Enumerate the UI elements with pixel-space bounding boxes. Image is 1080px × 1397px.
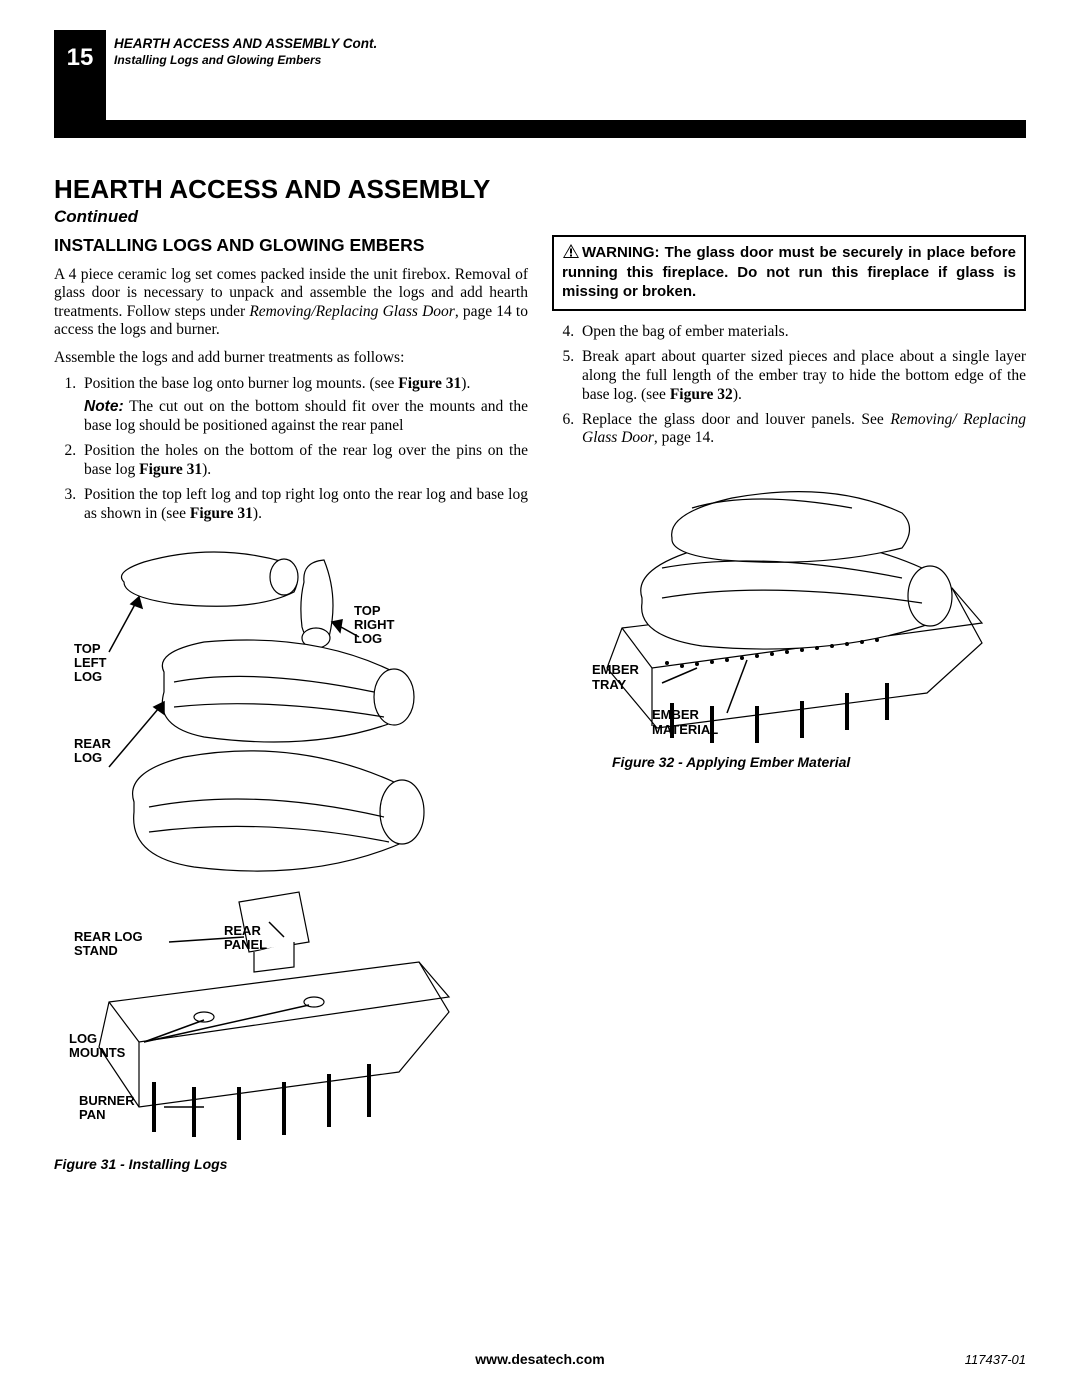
warning-text: WARNING: The glass door must be securely… <box>562 244 1016 300</box>
step1-a: Position the base log onto burner log mo… <box>84 375 398 392</box>
page-title: HEARTH ACCESS AND ASSEMBLY <box>54 174 1026 205</box>
intro-ital: Removing/Replacing Glass Door <box>249 303 455 320</box>
left-column: INSTALLING LOGS AND GLOWING EMBERS A 4 p… <box>54 235 528 1182</box>
label-rear-panel: REAR PANEL <box>224 924 267 953</box>
page-header: 15 HEARTH ACCESS AND ASSEMBLY Cont. Inst… <box>54 30 1026 120</box>
step-6: Replace the glass door and louver panels… <box>578 411 1026 449</box>
header-line1: HEARTH ACCESS AND ASSEMBLY Cont. <box>114 36 377 51</box>
figure-32: EMBER TRAY EMBER MATERIAL Figure 32 - Ap… <box>552 468 1026 788</box>
page-number-box: 15 <box>54 30 106 120</box>
step3-a: Position the top left log and top right … <box>84 486 528 522</box>
step5-fig: Figure 32 <box>670 386 733 403</box>
step5-c: ). <box>733 386 742 403</box>
label-top-right-log: TOP RIGHT LOG <box>354 604 394 647</box>
label-burner-pan: BURNER PAN <box>79 1094 135 1123</box>
warning-icon <box>562 243 580 264</box>
label-rear-log-stand: REAR LOG STAND <box>74 930 143 959</box>
figure-32-caption: Figure 32 - Applying Ember Material <box>612 754 850 770</box>
figure-31-caption: Figure 31 - Installing Logs <box>54 1156 227 1172</box>
step6-a: Replace the glass door and louver panels… <box>582 411 890 428</box>
header-titles: HEARTH ACCESS AND ASSEMBLY Cont. Install… <box>114 30 377 67</box>
header-black-bar <box>54 120 1026 138</box>
intro-paragraph: A 4 piece ceramic log set comes packed i… <box>54 266 528 339</box>
step3-fig: Figure 31 <box>190 505 253 522</box>
step-1: Position the base log onto burner log mo… <box>80 375 528 436</box>
step-4: Open the bag of ember materials. <box>578 323 1026 342</box>
note-text: The cut out on the bottom should fit ove… <box>84 398 528 434</box>
right-steps: Open the bag of ember materials. Break a… <box>578 323 1026 448</box>
step3-c: ). <box>253 505 262 522</box>
left-steps: Position the base log onto burner log mo… <box>80 375 528 523</box>
right-column: WARNING: The glass door must be securely… <box>552 235 1026 1182</box>
label-ember-material: EMBER MATERIAL <box>652 708 718 737</box>
step1-c: ). <box>461 375 470 392</box>
note-label: Note: <box>84 398 124 415</box>
step-2: Position the holes on the bottom of the … <box>80 442 528 480</box>
page-footer: www.desatech.com 117437-01 <box>54 1352 1026 1367</box>
step-5: Break apart about quarter sized pieces a… <box>578 348 1026 405</box>
label-log-mounts: LOG MOUNTS <box>69 1032 125 1061</box>
label-ember-tray: EMBER TRAY <box>592 663 639 692</box>
label-rear-log: REAR LOG <box>74 737 111 766</box>
step2-c: ). <box>202 461 211 478</box>
step2-fig: Figure 31 <box>139 461 202 478</box>
content-columns: INSTALLING LOGS AND GLOWING EMBERS A 4 p… <box>54 235 1026 1182</box>
footer-doc: 117437-01 <box>965 1352 1026 1367</box>
assemble-line: Assemble the logs and add burner treatme… <box>54 349 528 367</box>
step-3: Position the top left log and top right … <box>80 486 528 524</box>
footer-url: www.desatech.com <box>475 1351 604 1367</box>
figure-31-svg <box>54 542 524 1162</box>
step1-fig: Figure 31 <box>398 375 461 392</box>
page-number: 15 <box>67 44 94 72</box>
figure-32-svg <box>552 468 1022 748</box>
warning-box: WARNING: The glass door must be securely… <box>552 235 1026 311</box>
figure-31: TOP LEFT LOG TOP RIGHT LOG REAR LOG REAR… <box>54 542 528 1182</box>
step6-b: , page 14. <box>654 429 714 446</box>
step5-a: Break apart about quarter sized pieces a… <box>582 348 1026 403</box>
header-line2: Installing Logs and Glowing Embers <box>114 53 377 67</box>
installing-subhead: INSTALLING LOGS AND GLOWING EMBERS <box>54 235 528 256</box>
continued-label: Continued <box>54 207 1026 227</box>
label-top-left-log: TOP LEFT LOG <box>74 642 107 685</box>
